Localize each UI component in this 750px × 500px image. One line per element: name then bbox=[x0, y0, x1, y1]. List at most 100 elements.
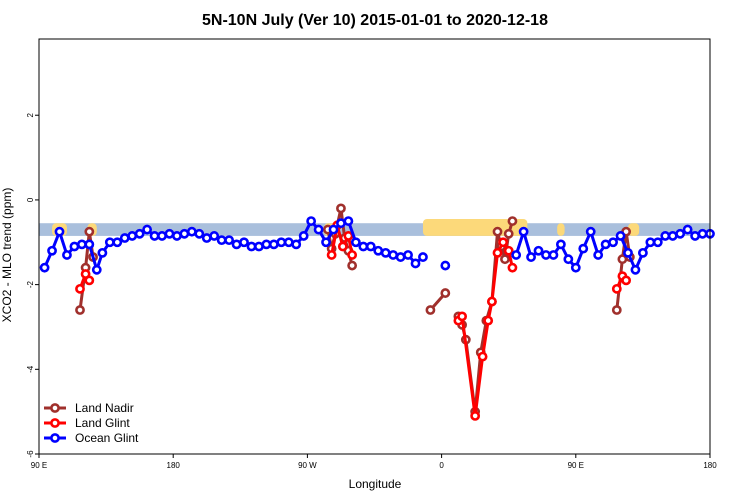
data-point bbox=[254, 241, 264, 252]
data-point bbox=[608, 237, 618, 248]
data-point bbox=[503, 228, 514, 239]
data-point bbox=[507, 262, 518, 273]
data-point bbox=[498, 237, 509, 248]
data-point bbox=[630, 264, 641, 275]
data-point bbox=[645, 237, 656, 248]
x-tick-label: 180 bbox=[703, 461, 717, 470]
data-point bbox=[380, 247, 391, 258]
legend-item: Ocean Glint bbox=[44, 431, 139, 445]
data-point bbox=[313, 224, 324, 235]
x-tick-label: 90 E bbox=[31, 461, 47, 470]
data-point bbox=[623, 247, 633, 258]
data-point bbox=[268, 239, 279, 250]
data-point bbox=[328, 224, 339, 235]
x-tick-label: 180 bbox=[167, 461, 181, 470]
data-point bbox=[246, 241, 257, 252]
data-point bbox=[157, 231, 167, 241]
data-point bbox=[112, 237, 123, 248]
data-point bbox=[224, 235, 235, 246]
data-point bbox=[104, 237, 115, 248]
data-point bbox=[395, 252, 406, 262]
data-point bbox=[172, 231, 182, 241]
data-point bbox=[209, 231, 220, 241]
data-point bbox=[75, 283, 85, 294]
data-point bbox=[84, 239, 95, 250]
y-tick-label: 2 bbox=[26, 112, 35, 117]
data-point bbox=[298, 231, 309, 241]
data-point bbox=[492, 247, 503, 258]
data-point bbox=[492, 226, 503, 237]
data-point bbox=[84, 275, 95, 286]
data-point bbox=[62, 250, 72, 260]
data-point bbox=[533, 245, 544, 256]
data-point bbox=[578, 243, 589, 254]
data-point bbox=[667, 231, 678, 241]
x-axis-label: Longitude bbox=[349, 477, 402, 491]
data-point bbox=[518, 226, 529, 237]
data-point bbox=[164, 228, 175, 239]
data-point bbox=[388, 250, 399, 260]
data-point bbox=[511, 250, 522, 260]
data-point bbox=[47, 245, 57, 256]
y-axis-label: XCO2 - MLO trend (ppm) bbox=[0, 188, 14, 323]
data-point bbox=[611, 283, 622, 294]
legend-item: Land Nadir bbox=[44, 401, 134, 415]
legend-label: Land Nadir bbox=[75, 401, 134, 415]
data-point bbox=[201, 233, 212, 243]
data-point bbox=[440, 260, 451, 271]
data-point bbox=[457, 311, 468, 322]
x-axis: 90 E 180 90 W 0 90 E 180 bbox=[31, 454, 717, 470]
data-point bbox=[470, 410, 481, 421]
data-point bbox=[690, 231, 700, 241]
data-point bbox=[483, 315, 494, 326]
data-point bbox=[600, 239, 611, 250]
data-point bbox=[477, 351, 488, 362]
legend-label: Land Glint bbox=[75, 416, 130, 430]
legend-swatch-marker bbox=[50, 403, 60, 413]
data-point bbox=[216, 235, 227, 246]
data-point bbox=[347, 250, 358, 260]
data-point bbox=[652, 237, 663, 248]
data-point bbox=[261, 239, 272, 250]
data-point bbox=[119, 233, 130, 243]
y-tick-label: -4 bbox=[26, 365, 35, 373]
ocean-band bbox=[39, 223, 710, 236]
data-point bbox=[621, 275, 632, 286]
data-point bbox=[69, 241, 80, 252]
plot-frame bbox=[38, 38, 711, 455]
data-point bbox=[337, 241, 348, 252]
data-point bbox=[682, 224, 693, 235]
data-point bbox=[75, 305, 85, 315]
legend-swatch-marker bbox=[50, 418, 60, 428]
series-layer bbox=[39, 203, 715, 421]
data-point bbox=[91, 264, 102, 275]
data-point bbox=[350, 237, 361, 248]
data-point bbox=[134, 228, 145, 239]
data-point bbox=[425, 305, 436, 315]
legend-label: Ocean Glint bbox=[75, 431, 139, 445]
y-axis: 2 0 -2 -4 -6 bbox=[26, 112, 39, 458]
data-point bbox=[306, 216, 317, 226]
data-point bbox=[291, 239, 302, 250]
data-point bbox=[239, 237, 249, 248]
x-tick-label: 90 W bbox=[298, 461, 317, 470]
data-point bbox=[179, 228, 190, 239]
data-point bbox=[615, 231, 626, 241]
data-point bbox=[347, 260, 358, 271]
data-point bbox=[548, 250, 559, 260]
data-point bbox=[617, 254, 628, 265]
data-point bbox=[503, 245, 514, 256]
data-point bbox=[194, 228, 205, 239]
data-point bbox=[675, 228, 686, 239]
data-point bbox=[336, 203, 346, 214]
data-point bbox=[231, 239, 242, 250]
chart-title: 5N-10N July (Ver 10) 2015-01-01 to 2020-… bbox=[202, 12, 548, 29]
series-ocean-glint bbox=[39, 216, 715, 275]
y-tick-label: 0 bbox=[26, 197, 35, 202]
data-point bbox=[660, 231, 671, 241]
data-point bbox=[500, 254, 510, 265]
legend-item: Land Glint bbox=[44, 416, 130, 430]
data-point bbox=[343, 216, 354, 226]
data-point bbox=[76, 239, 87, 250]
